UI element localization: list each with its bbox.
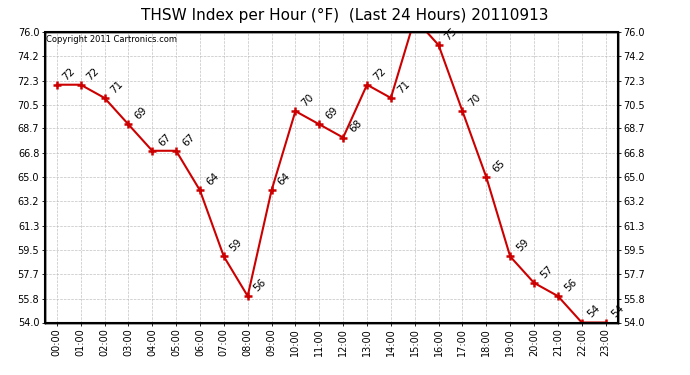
Text: 72: 72 — [61, 66, 77, 82]
Text: 71: 71 — [395, 79, 411, 95]
Text: 70: 70 — [299, 92, 316, 108]
Text: 59: 59 — [514, 237, 531, 254]
Text: 59: 59 — [228, 237, 244, 254]
Text: 68: 68 — [347, 118, 364, 135]
Text: 72: 72 — [85, 66, 101, 82]
Text: Copyright 2011 Cartronics.com: Copyright 2011 Cartronics.com — [46, 35, 177, 44]
Text: THSW Index per Hour (°F)  (Last 24 Hours) 20110913: THSW Index per Hour (°F) (Last 24 Hours)… — [141, 8, 549, 24]
Text: 70: 70 — [466, 92, 483, 108]
Text: 67: 67 — [180, 132, 197, 148]
Text: 69: 69 — [324, 105, 340, 122]
Text: 65: 65 — [491, 158, 507, 174]
Text: 54: 54 — [586, 303, 602, 320]
Text: 64: 64 — [204, 171, 221, 188]
Text: 71: 71 — [108, 79, 125, 95]
Text: 77: 77 — [0, 374, 1, 375]
Text: 56: 56 — [252, 277, 268, 293]
Text: 56: 56 — [562, 277, 578, 293]
Text: 75: 75 — [443, 26, 459, 42]
Text: 67: 67 — [157, 132, 172, 148]
Text: 69: 69 — [132, 105, 149, 122]
Text: 64: 64 — [276, 171, 292, 188]
Text: 54: 54 — [610, 303, 627, 320]
Text: 57: 57 — [538, 264, 555, 280]
Text: 72: 72 — [371, 66, 388, 82]
